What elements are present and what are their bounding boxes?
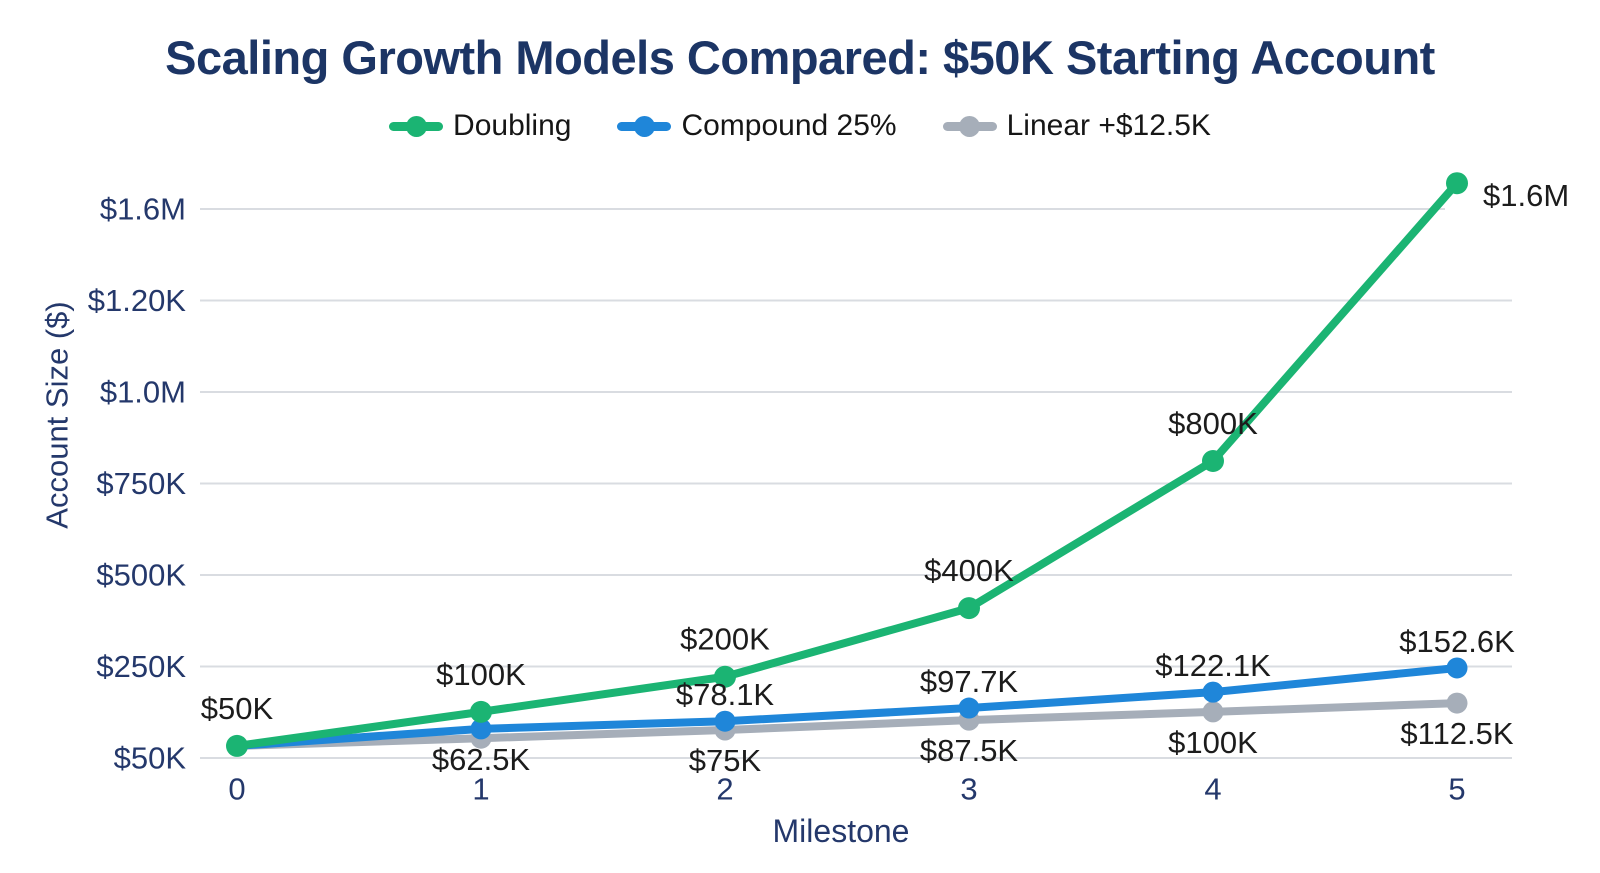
y-tick-label: $1.20K <box>88 283 187 318</box>
compound-series-marker-icon <box>617 115 672 137</box>
point-label-compound-25-m4: $122.1K <box>1155 648 1271 683</box>
point-label-compound-25-m3: $97.7K <box>920 664 1019 699</box>
chart-title: Scaling Growth Models Compared: $50K Sta… <box>165 31 1435 84</box>
point-label-linear-12-5k-m4: $100K <box>1168 725 1258 760</box>
x-tick-label: 0 <box>228 772 245 807</box>
y-tick-label: $50K <box>114 741 187 776</box>
point-label-compound-25-m5: $152.6K <box>1399 624 1515 659</box>
point-label-linear-12-5k-m3: $87.5K <box>920 733 1019 768</box>
x-tick-label: 1 <box>472 772 489 807</box>
data-point-doubling-m1 <box>470 700 492 723</box>
series-line-doubling <box>233 179 1461 750</box>
point-label-doubling-m4: $800K <box>1168 406 1258 441</box>
doubling-series-marker-icon <box>389 115 444 137</box>
y-tick-label: $250K <box>96 649 186 684</box>
data-point-doubling-m2 <box>714 665 736 688</box>
x-tick-label: 4 <box>1204 772 1221 807</box>
point-label-compound-25-m1: $62.5K <box>432 742 531 777</box>
legend-label-compound-25: Compound 25% <box>681 109 897 142</box>
data-point-doubling-m4 <box>1202 449 1224 472</box>
legend-item-linear: Linear +$12.5K <box>942 109 1211 143</box>
point-label-linear-12-5k-m5: $112.5K <box>1400 716 1514 751</box>
data-point-compound-25-m5 <box>1446 657 1468 679</box>
y-tick-label: $1.0M <box>100 375 186 410</box>
point-label-doubling-m5: $1.6M <box>1483 178 1569 213</box>
y-axis-title: Account Size ($) <box>40 301 75 528</box>
data-point-linear-12-5k-m5 <box>1446 692 1468 714</box>
point-label-doubling-m2: $200K <box>680 622 770 657</box>
series-line-linear-12-5k <box>233 699 1461 750</box>
y-tick-label: $1.6M <box>100 192 186 227</box>
chart-legend: Doubling Compound 25% Linear +$12.5K <box>0 109 1600 143</box>
x-tick-label: 5 <box>1448 772 1465 807</box>
point-label-doubling-m0: $50K <box>201 691 274 726</box>
data-point-doubling-m5 <box>1446 172 1468 195</box>
data-point-doubling-m0 <box>226 734 248 757</box>
legend-item-compound-25: Compound 25% <box>617 109 897 143</box>
data-point-compound-25-m1 <box>470 718 492 740</box>
point-label-compound-25-m2: $78.1K <box>676 677 775 712</box>
point-label-doubling-m1: $100K <box>436 657 526 692</box>
linear-series-marker-icon <box>942 115 997 137</box>
point-label-linear-12-5k-m2: $75K <box>689 743 762 778</box>
point-label-doubling-m3: $400K <box>924 553 1014 588</box>
data-point-compound-25-m3 <box>958 697 980 719</box>
data-point-linear-12-5k-m4 <box>1202 701 1224 723</box>
legend-label-linear: Linear +$12.5K <box>1006 109 1211 142</box>
data-point-doubling-m3 <box>958 597 980 620</box>
data-point-compound-25-m4 <box>1202 681 1224 703</box>
y-tick-label: $500K <box>96 558 186 593</box>
series-line-compound-25 <box>233 663 1461 750</box>
x-tick-label: 2 <box>716 772 733 807</box>
legend-item-doubling: Doubling <box>389 109 571 143</box>
x-axis-title: Milestone <box>773 813 910 849</box>
y-tick-label: $750K <box>96 466 186 501</box>
x-tick-label: 3 <box>960 772 977 807</box>
data-point-compound-25-m2 <box>714 710 736 732</box>
legend-label-doubling: Doubling <box>453 109 572 142</box>
